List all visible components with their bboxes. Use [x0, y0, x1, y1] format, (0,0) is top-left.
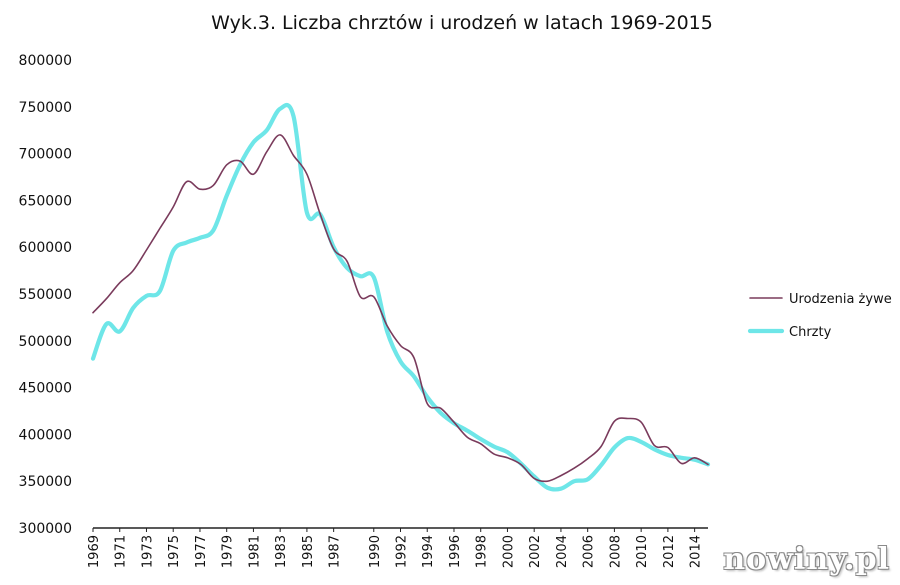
- x-tick-label: 1987: [328, 535, 343, 568]
- y-tick-label: 650000: [19, 193, 72, 209]
- y-tick-label: 500000: [19, 334, 72, 350]
- x-tick-label: 2002: [528, 535, 543, 568]
- watermark-logo: nowiny.pl: [723, 542, 890, 577]
- x-tick-label: 1973: [140, 535, 155, 568]
- x-tick-label: 1983: [274, 535, 289, 568]
- x-tick-label: 1994: [421, 535, 436, 568]
- y-tick-label: 750000: [19, 100, 72, 116]
- x-tick-label: 2012: [662, 535, 677, 568]
- x-tick-label: 1985: [301, 535, 316, 568]
- x-tick-label: 1998: [475, 535, 490, 568]
- y-tick-label: 300000: [19, 521, 72, 537]
- x-tick-label: 2000: [501, 535, 516, 568]
- legend: Urodzenia żywe Chrzty: [747, 292, 892, 340]
- x-tick-label: 1992: [395, 535, 410, 568]
- y-tick-label: 450000: [19, 381, 72, 397]
- x-tick-label: 1971: [114, 535, 129, 568]
- x-axis: 1969 1971 1973 1975 1977 1979 1981 1983 1985 1987…: [87, 527, 708, 568]
- y-tick-label: 400000: [19, 427, 72, 443]
- x-tick-label: 1990: [368, 535, 383, 568]
- chart-title: Wyk.3. Liczba chrztów i urodzeń w latach…: [211, 12, 713, 34]
- x-tick-label: 2006: [582, 535, 597, 568]
- x-tick-label: 1996: [448, 535, 463, 568]
- x-tick-label: 1977: [194, 535, 209, 568]
- y-axis: 300000 350000 400000 450000 500000 550000 6000…: [19, 53, 72, 537]
- x-tick-label: 1981: [247, 535, 262, 568]
- series-line-urodzenia: [92, 134, 709, 483]
- y-tick-label: 550000: [19, 287, 72, 303]
- x-tick-label: 2008: [608, 535, 623, 568]
- y-tick-label: 800000: [19, 53, 72, 69]
- x-tick-label: 2010: [635, 535, 650, 568]
- y-tick-label: 600000: [19, 240, 72, 256]
- x-tick-label: 2014: [689, 535, 704, 568]
- series-layer: [90, 102, 711, 492]
- legend-label: Urodzenia żywe: [789, 292, 892, 307]
- x-tick-label: 2004: [555, 535, 570, 568]
- x-tick-label: 1975: [167, 535, 182, 568]
- series-line-chrzty: [90, 102, 711, 492]
- x-tick-label: 1979: [221, 535, 236, 568]
- x-tick-label: 1969: [87, 535, 102, 568]
- legend-label: Chrzty: [789, 325, 832, 340]
- y-tick-label: 700000: [19, 147, 72, 163]
- y-tick-label: 350000: [19, 474, 72, 490]
